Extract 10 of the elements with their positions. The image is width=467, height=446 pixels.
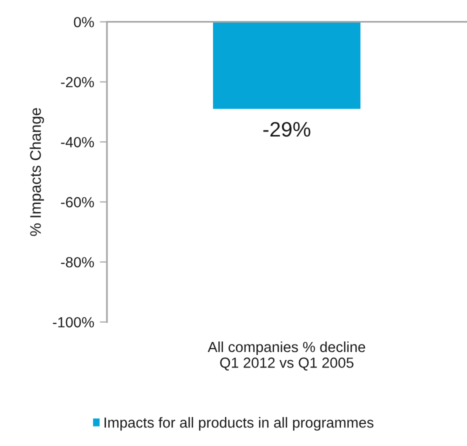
y-tick-label: -100% [52,317,94,328]
data-label: -29% [263,122,310,137]
y-tick-label: 0% [74,16,94,28]
x-tick-label: All companies % decline Q1 2012 vs Q1 2005 [208,341,366,370]
y-tick-label: -20% [61,76,94,88]
y-tick-label: -40% [61,137,94,148]
y-tick-label: -80% [61,257,94,268]
legend-label: Impacts for all products in all programmes [104,417,374,431]
y-axis-title: % Impacts Change [30,108,44,236]
y-tick-label: -60% [61,197,94,208]
